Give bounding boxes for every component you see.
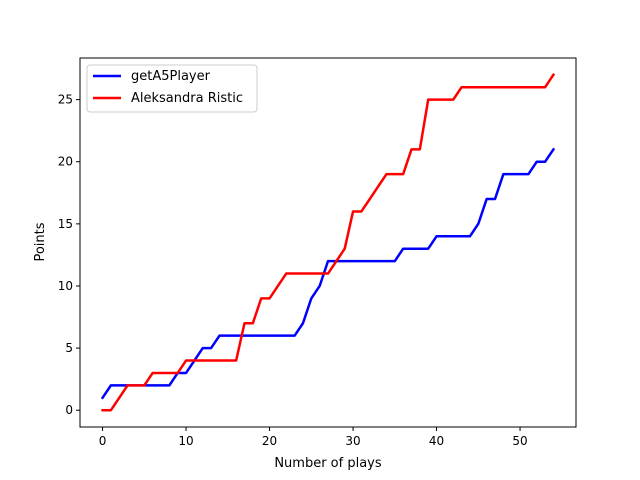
series-layer — [100, 73, 556, 412]
y-tick-label: 0 — [65, 403, 73, 417]
series-line-aleksandra-ristic — [101, 73, 556, 412]
legend-label-aleksandra-ristic: Aleksandra Ristic — [131, 91, 243, 106]
x-axis-label: Number of plays — [274, 456, 382, 471]
legend-box — [86, 64, 258, 113]
y-tick-label: 10 — [58, 279, 73, 293]
legend-label-getA5Player: getA5Player — [131, 69, 211, 84]
y-axis-label: Points — [33, 222, 48, 261]
x-tick-label: 10 — [178, 434, 193, 448]
y-tick-label: 5 — [65, 341, 73, 355]
x-tick-label: 40 — [429, 434, 444, 448]
y-tick-label: 20 — [58, 155, 73, 169]
x-tick-label: 50 — [512, 434, 527, 448]
y-tick-label: 25 — [58, 93, 73, 107]
x-tick-label: 30 — [345, 434, 360, 448]
x-tick-label: 20 — [262, 434, 277, 448]
plot-frame — [79, 57, 577, 428]
y-axis: 0 5 10 15 20 25 — [58, 93, 80, 417]
x-axis: 0 10 20 30 40 50 — [99, 427, 528, 448]
y-tick-label: 15 — [58, 217, 73, 231]
x-tick-label: 0 — [99, 434, 107, 448]
legend: getA5Player Aleksandra Ristic — [86, 64, 258, 113]
